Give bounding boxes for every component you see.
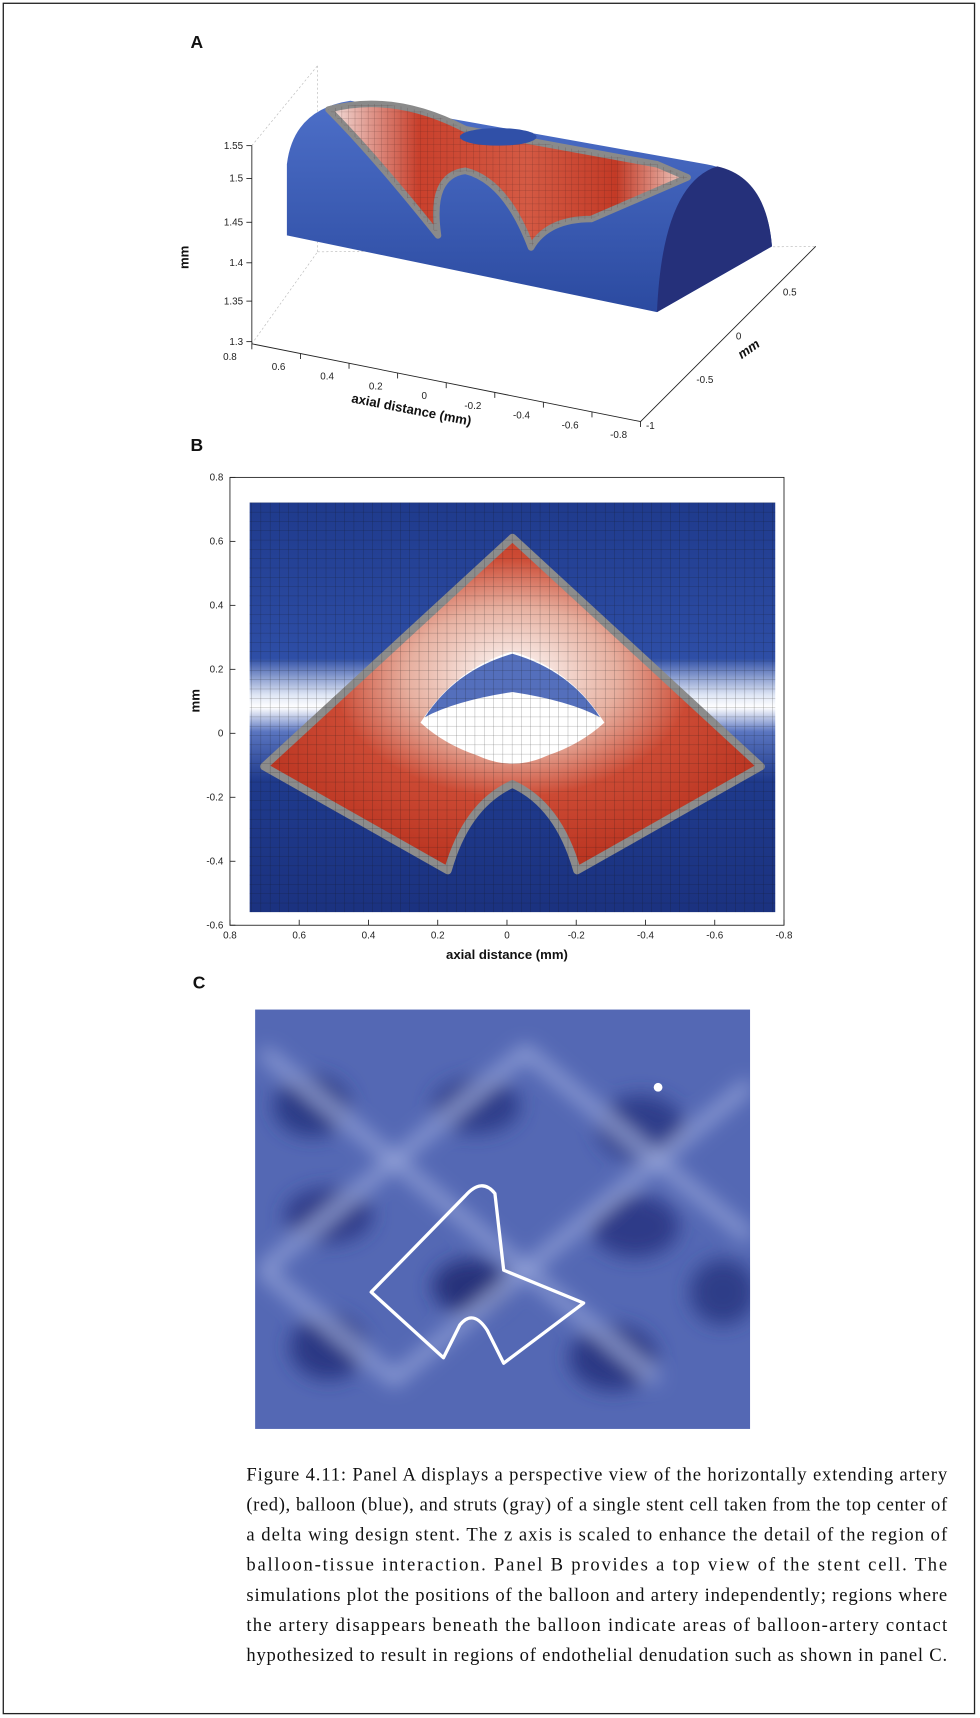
z-tick-label: 1.55 <box>224 141 244 152</box>
caption-line: (red), balloon (blue), and struts (gray)… <box>246 1495 948 1516</box>
x-tick-label: 0.8 <box>223 352 237 363</box>
contact-region <box>459 128 537 146</box>
caption-line: a delta wing design stent. The z axis is… <box>246 1525 948 1546</box>
x-tick-label: 0.4 <box>362 930 376 941</box>
caption: Figure 4.11: Panel A displays a perspect… <box>246 1464 948 1666</box>
z-tick-label: 1.4 <box>229 258 243 269</box>
x-tick-label: -0.8 <box>776 930 793 941</box>
caption-line: simulations plot the positions of the ba… <box>246 1585 947 1606</box>
x-tick-label: 0 <box>422 391 428 402</box>
y-tick-label: -0.2 <box>206 793 223 804</box>
z-axis-label: mm <box>176 246 191 269</box>
ticks-a: 1.55 1.5 1.45 1.4 1.35 1.3 0.8 0.6 0.4 0.2 0 -0.2 -0… <box>223 141 797 441</box>
panel-label: C <box>193 973 206 993</box>
x-tick-label: -0.4 <box>637 930 654 941</box>
x-tick-label: 0.6 <box>272 362 286 373</box>
panel-b: B 0.80.60.40.20-0.2-0.4-0.60.8 0.6 0.4 0.2 0… <box>187 435 793 962</box>
z-tick-label: 1.35 <box>224 296 244 307</box>
y-tick-label: -1 <box>646 421 655 432</box>
caption-line: Figure 4.11: Panel A displays a perspect… <box>246 1464 947 1485</box>
y-tick-label: 0.4 <box>210 601 224 612</box>
panel-label: B <box>191 435 204 455</box>
y-axis-label: mm <box>187 689 202 712</box>
x-tick-label: 0.2 <box>369 381 383 392</box>
speck <box>653 1082 663 1092</box>
surface-mesh <box>328 103 688 248</box>
y-tick-label: 0.5 <box>783 288 797 299</box>
x-axis-label: axial distance (mm) <box>446 947 568 962</box>
y-tick-label: 0.6 <box>210 537 224 548</box>
x-tick-label: 0.4 <box>320 372 334 383</box>
y-tick-label: 0 <box>736 331 742 342</box>
y-tick-label: -0.6 <box>206 921 223 932</box>
z-tick-label: 1.45 <box>224 218 244 229</box>
y-tick-label: -0.4 <box>206 857 223 868</box>
caption-line: hypothesized to result in regions of end… <box>246 1645 947 1666</box>
ticks-b: 0.80.60.40.20-0.2-0.4-0.60.8 0.6 0.4 0.2 0 -0… <box>206 473 793 942</box>
y-tick-label: 0.2 <box>210 665 224 676</box>
caption-line: the artery disappears beneath the balloo… <box>246 1615 948 1636</box>
cell-outline <box>369 1184 586 1365</box>
panel-a: A 1.55 1.5 1.45 1.4 1.35 1.3 0.8 0.6 0.4 0.2 0 -0.2… <box>176 32 817 441</box>
x-tick-label: 0.6 <box>292 930 306 941</box>
panel-c: C <box>193 973 751 1429</box>
balloon-end <box>656 166 772 313</box>
x-tick-label: -0.8 <box>610 430 627 441</box>
map-mesh <box>249 502 776 913</box>
z-tick-label: 1.3 <box>229 337 243 348</box>
x-tick-label: -0.6 <box>562 420 579 431</box>
x-tick-label: -0.4 <box>513 411 530 422</box>
x-tick-label: 0.8 <box>223 930 237 941</box>
x-tick-label: 0 <box>504 930 510 941</box>
z-tick-label: 1.5 <box>229 174 243 185</box>
y-tick-label: 0 <box>218 729 224 740</box>
panel-label: A <box>191 32 204 52</box>
x-tick-label: -0.2 <box>568 930 585 941</box>
caption-line: balloon-tissue interaction. Panel B prov… <box>246 1555 947 1576</box>
x-tick-label: 0.2 <box>431 930 445 941</box>
y-tick-label: 0.8 <box>210 473 224 484</box>
x-tick-label: -0.6 <box>706 930 723 941</box>
x-tick-label: -0.2 <box>464 401 481 412</box>
y-tick-label: -0.5 <box>696 375 713 386</box>
